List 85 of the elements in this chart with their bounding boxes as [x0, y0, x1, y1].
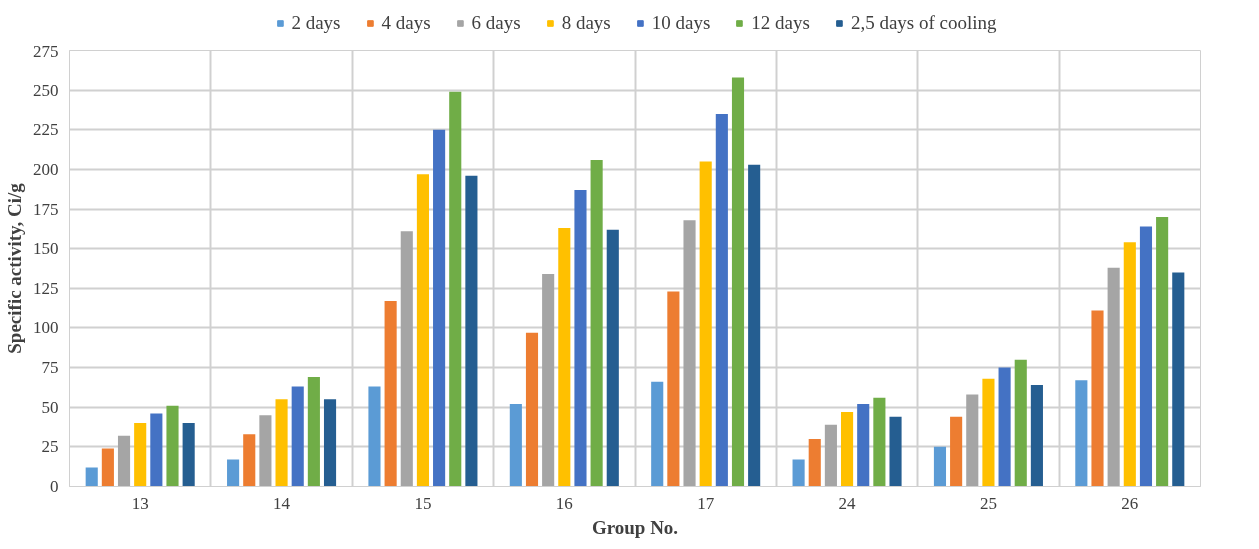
bar [873, 397, 886, 487]
y-tick-label: 275 [33, 41, 59, 61]
x-tick-label: 17 [697, 493, 715, 513]
bar [950, 416, 963, 487]
y-tick-label: 150 [33, 239, 59, 259]
x-tick-label: 15 [414, 493, 432, 513]
bar [889, 416, 902, 487]
x-tick-label: 24 [838, 493, 857, 513]
bar [542, 274, 555, 487]
bar [1123, 242, 1136, 487]
bar [182, 423, 195, 487]
bar [259, 415, 272, 487]
x-tick-label: 26 [1121, 493, 1139, 513]
y-tick-label: 75 [41, 358, 59, 378]
bar [606, 229, 619, 487]
bar [667, 291, 680, 487]
y-tick-label: 175 [33, 199, 59, 219]
x-axis-title: Group No. [591, 516, 679, 538]
bar [824, 424, 837, 487]
legend-label: 2,5 days of cooling [850, 11, 997, 34]
bar [1107, 267, 1120, 487]
bar [651, 381, 664, 487]
bar [368, 386, 381, 487]
bar [1139, 226, 1153, 487]
bar [101, 448, 114, 487]
bar [416, 174, 429, 487]
bar [1030, 385, 1043, 487]
bar [792, 459, 805, 487]
y-tick-label: 250 [33, 80, 59, 100]
y-tick-label: 125 [33, 278, 59, 298]
bar [433, 129, 446, 487]
x-tick-label: 14 [273, 493, 291, 513]
bar [134, 423, 147, 487]
bar [150, 413, 163, 487]
y-tick-label: 0 [50, 477, 59, 496]
y-axis-title: Specific activity, Ci/g [4, 182, 25, 354]
bar [966, 394, 979, 487]
legend-label: 2 days [291, 11, 341, 34]
y-tick-label: 200 [33, 159, 59, 179]
bar [699, 161, 712, 487]
bar [590, 159, 603, 487]
legend-label: 12 days [751, 11, 810, 34]
bar [683, 220, 696, 487]
y-tick-label: 50 [41, 397, 59, 417]
bar [731, 77, 745, 487]
legend-label: 6 days [471, 11, 521, 34]
legend-label: 4 days [381, 11, 431, 34]
bar [1172, 272, 1185, 487]
y-tick-label: 100 [33, 318, 59, 338]
bar [933, 446, 947, 487]
bar [465, 175, 478, 487]
bar [117, 435, 131, 487]
bar [748, 164, 761, 487]
bar [1156, 216, 1169, 487]
bar [1091, 310, 1104, 487]
bar [400, 231, 413, 487]
legend-label: 10 days [651, 11, 711, 34]
bar [323, 399, 337, 487]
bar [449, 91, 462, 487]
bar [558, 228, 571, 487]
bar [808, 438, 821, 487]
bar [998, 367, 1011, 487]
bar [715, 113, 728, 487]
bar [227, 459, 240, 487]
bar [275, 399, 288, 487]
bar [841, 411, 854, 487]
x-tick-label: 16 [555, 493, 573, 513]
bar [574, 190, 587, 487]
bar [982, 378, 995, 487]
bar [509, 404, 522, 487]
bar [307, 377, 320, 487]
bar [166, 405, 179, 487]
y-tick-label: 25 [41, 437, 59, 457]
y-tick-label: 225 [33, 120, 59, 140]
bar [525, 332, 539, 487]
x-tick-label: 25 [979, 493, 997, 513]
bar [857, 404, 870, 487]
bar [384, 301, 397, 487]
bar [291, 386, 304, 487]
legend-label: 8 days [561, 11, 611, 34]
x-tick-label: 13 [131, 493, 149, 513]
bar [243, 434, 256, 487]
bar [85, 467, 98, 487]
bar [1014, 359, 1027, 487]
bar [1075, 380, 1088, 487]
